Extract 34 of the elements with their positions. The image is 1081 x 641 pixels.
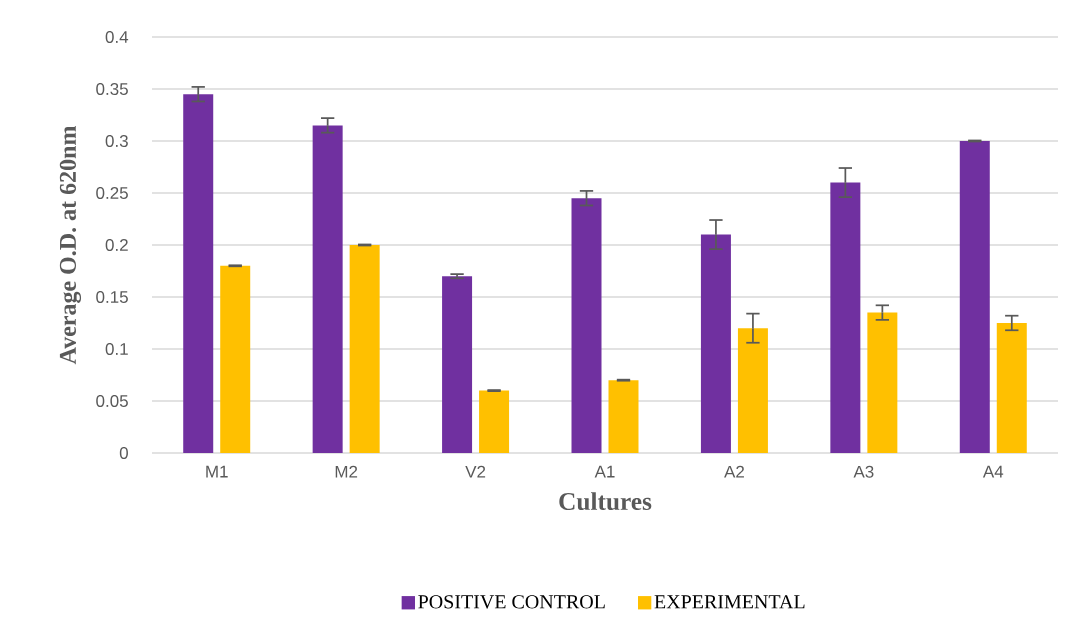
- bar: [220, 265, 251, 453]
- bar: [312, 125, 343, 453]
- bar: [867, 312, 898, 453]
- x-tick-label: M1: [206, 465, 228, 478]
- x-tick-label: A1: [594, 465, 615, 478]
- y-tick-label: 0: [119, 446, 128, 460]
- bar: [608, 380, 639, 453]
- bar: [737, 328, 768, 453]
- x-axis-title: Cultures: [559, 492, 652, 511]
- bar: [479, 390, 510, 453]
- x-tick-label: A4: [982, 465, 1004, 478]
- bar: [442, 276, 473, 453]
- bar: [700, 234, 731, 453]
- bar: [349, 244, 380, 453]
- bar: [571, 198, 602, 453]
- y-tick-label: 0.35: [96, 82, 128, 96]
- y-axis-title: Average O.D. at 620nm: [59, 125, 82, 365]
- y-tick-label: 0.4: [105, 30, 129, 44]
- y-tick-label: 0.05: [96, 394, 128, 408]
- legend-label: POSITIVE CONTROL: [418, 595, 605, 609]
- legend-label: EXPERIMENTAL: [654, 595, 805, 609]
- bar: [830, 182, 861, 453]
- y-tick-label: 0.25: [96, 186, 128, 200]
- x-tick-label: M2: [335, 465, 358, 478]
- x-tick-label: V2: [465, 465, 486, 478]
- bar: [996, 322, 1027, 453]
- y-tick-label: 0.15: [96, 290, 128, 304]
- x-tick-label: A3: [853, 465, 874, 478]
- y-tick-label: 0.2: [105, 238, 128, 252]
- bar: [959, 140, 990, 453]
- y-tick-label: 0.3: [105, 134, 128, 148]
- y-tick-label: 0.1: [105, 342, 128, 356]
- bar: [183, 94, 214, 453]
- x-tick-label: A2: [724, 465, 744, 478]
